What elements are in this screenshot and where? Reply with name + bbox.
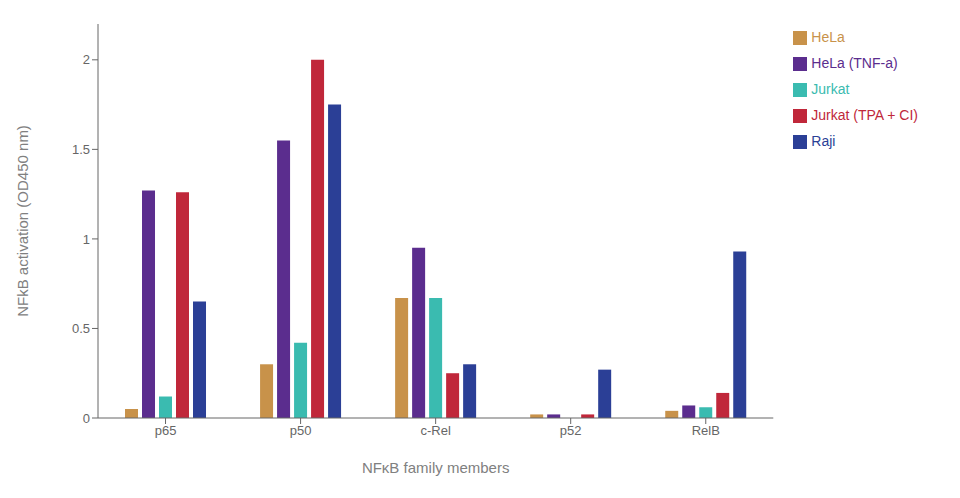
html-text:HeLa: HeLa	[811, 29, 845, 45]
svg-text:NFκB family members: NFκB family members	[362, 459, 510, 476]
html-text:Raji: Raji	[811, 133, 836, 149]
svg-text:p50: p50	[290, 423, 312, 438]
svg-text:RelB: RelB	[692, 423, 720, 438]
svg-text:0.5: 0.5	[72, 321, 90, 336]
html-text:HeLa (TNF-a): HeLa (TNF-a)	[811, 55, 898, 71]
svg-text:p52: p52	[560, 423, 582, 438]
svg-text:1.5: 1.5	[72, 142, 90, 157]
svg-text:1: 1	[83, 232, 90, 247]
html-text:Jurkat: Jurkat	[811, 81, 850, 97]
svg-text:0: 0	[83, 411, 90, 426]
html-text:Jurkat (TPA + CI): Jurkat (TPA + CI)	[811, 107, 918, 123]
svg-text:c-Rel: c-Rel	[420, 423, 450, 438]
svg-text:2: 2	[83, 52, 90, 67]
svg-text:NFkB activation (OD450 nm): NFkB activation (OD450 nm)	[14, 125, 31, 317]
svg-text:p65: p65	[155, 423, 177, 438]
